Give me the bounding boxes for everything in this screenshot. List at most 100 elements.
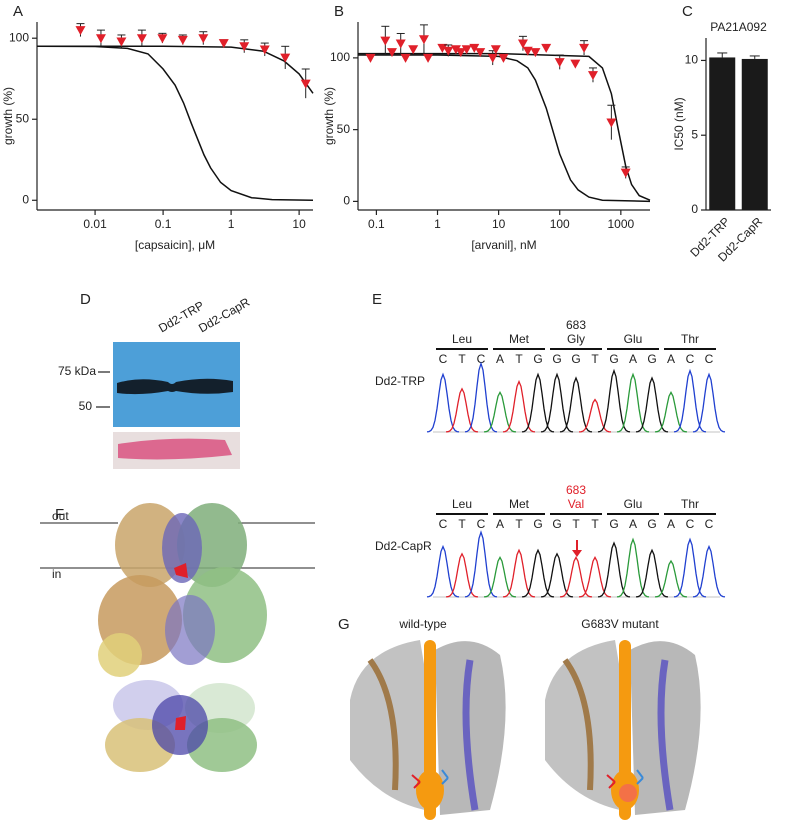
y-tick-label: 10: [685, 53, 699, 67]
sample-label: Dd2-TRP: [375, 374, 425, 388]
panel-label: F: [55, 506, 64, 523]
panel-label: A: [13, 3, 23, 20]
trace-peak: [578, 398, 612, 433]
trace-peak: [616, 372, 650, 433]
y-tick-label: 0: [691, 202, 698, 216]
trace-peak: [597, 541, 631, 598]
codon-label: Leu: [452, 497, 472, 511]
data-point: [386, 48, 397, 58]
trace-peak: [502, 379, 536, 433]
trace-peak: [502, 548, 536, 598]
mutation-site: [175, 716, 186, 730]
trace-peak: [483, 391, 517, 433]
base-label: G: [552, 352, 561, 366]
marker-label: 75 kDa: [58, 364, 96, 378]
residue: [636, 769, 644, 785]
subunit: [98, 633, 142, 677]
data-point: [157, 34, 168, 44]
data-point: [198, 34, 209, 44]
codon-label: Gly: [567, 332, 585, 346]
trace-peak: [654, 559, 688, 598]
trace-peak: [426, 544, 460, 598]
data-point: [116, 37, 127, 47]
trace-peak: [521, 548, 555, 598]
panel-label: C: [682, 3, 693, 20]
base-label: T: [515, 517, 523, 531]
data-point: [380, 36, 391, 46]
base-label: T: [591, 352, 599, 366]
fit-curve: [358, 52, 651, 201]
membrane-label: out: [52, 509, 69, 523]
data-point: [570, 59, 581, 69]
base-label: G: [552, 517, 561, 531]
x-tick-label: 1000: [607, 217, 634, 231]
blot-band: [117, 378, 233, 395]
y-tick-label: 50: [16, 111, 30, 125]
codon-label: Met: [509, 332, 530, 346]
codon-label: Met: [509, 497, 530, 511]
base-label: G: [647, 352, 656, 366]
base-label: C: [477, 352, 486, 366]
codon-label: Glu: [624, 497, 643, 511]
trace-peak: [692, 372, 726, 433]
residue: [441, 769, 449, 785]
trace-peak: [445, 552, 479, 598]
base-label: C: [705, 352, 714, 366]
data-point: [530, 48, 541, 58]
base-label: C: [477, 517, 486, 531]
position-label: 683: [566, 483, 586, 497]
trace-peak: [635, 548, 669, 598]
base-label: A: [667, 352, 675, 366]
data-point: [450, 45, 461, 55]
base-label: G: [571, 352, 580, 366]
data-point: [455, 48, 466, 58]
data-point: [395, 39, 406, 49]
panel-label: B: [334, 3, 344, 20]
trace-peak: [464, 530, 498, 598]
data-point: [400, 53, 411, 63]
x-tick-label: 10: [292, 217, 306, 231]
data-point: [300, 79, 311, 89]
y-tick-label: 100: [330, 50, 350, 64]
x-axis-label: [arvanil], nM: [471, 238, 536, 252]
y-axis-label: growth (%): [322, 87, 336, 145]
x-tick-label: 0.1: [368, 217, 385, 231]
data-point: [136, 34, 147, 44]
data-point: [579, 43, 590, 53]
trace-peak: [635, 376, 669, 433]
data-point: [461, 45, 472, 55]
data-point: [487, 53, 498, 63]
trace-peak: [521, 372, 555, 433]
base-label: A: [629, 517, 637, 531]
base-label: A: [629, 352, 637, 366]
data-point: [490, 45, 501, 55]
data-point: [522, 46, 533, 56]
data-point: [554, 58, 565, 68]
base-label: A: [667, 517, 675, 531]
subunit: [162, 513, 202, 583]
lane-label: Dd2-CapR: [196, 295, 252, 336]
base-label: C: [439, 517, 448, 531]
data-point: [517, 39, 528, 49]
residue: [606, 774, 616, 789]
membrane-label: in: [52, 567, 61, 581]
pore-bulge: [416, 770, 444, 810]
data-point: [418, 35, 429, 45]
trace-peak: [464, 361, 498, 433]
base-label: C: [686, 352, 695, 366]
y-tick-label: 0: [22, 192, 29, 206]
trace-peak: [426, 372, 460, 433]
base-label: T: [591, 517, 599, 531]
data-point: [218, 39, 229, 49]
trace-peak: [673, 368, 707, 433]
helix: [462, 659, 479, 811]
data-point: [280, 53, 291, 63]
data-point: [408, 45, 419, 55]
data-point: [498, 53, 509, 63]
trace-peak: [559, 376, 593, 433]
x-axis-label: [capsaicin], μM: [135, 238, 215, 252]
base-label: A: [496, 517, 504, 531]
base-label: T: [572, 517, 580, 531]
view-label: G683V mutant: [581, 617, 659, 631]
